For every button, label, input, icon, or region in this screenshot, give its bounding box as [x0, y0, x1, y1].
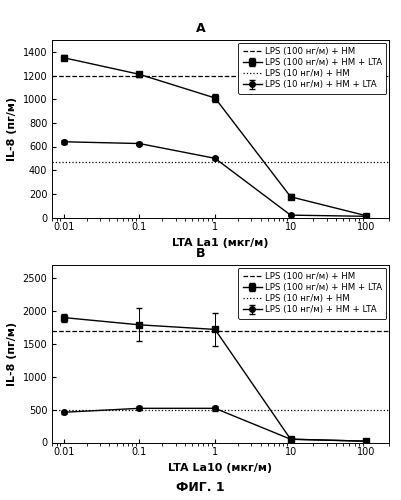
- LPS (100 нг/м) + НМ: [213, 328, 217, 334]
- Y-axis label: IL-8 (пг/м): IL-8 (пг/м): [7, 96, 17, 161]
- Legend: LPS (100 нг/м) + НМ, LPS (100 нг/м) + НМ + LTA, LPS (10 нг/м) + НМ, LPS (10 нг/м: LPS (100 нг/м) + НМ, LPS (100 нг/м) + НМ…: [238, 42, 387, 94]
- Text: ФИГ. 1: ФИГ. 1: [176, 481, 225, 494]
- Y-axis label: IL-8 (пг/м): IL-8 (пг/м): [7, 322, 17, 386]
- X-axis label: LTA La10 (мкг/м): LTA La10 (мкг/м): [168, 463, 273, 473]
- X-axis label: LTA La1 (мкг/м): LTA La1 (мкг/м): [172, 238, 269, 248]
- LPS (10 нг/м) + НМ: [213, 406, 217, 412]
- LPS (100 нг/м) + НМ: [213, 72, 217, 78]
- LPS (10 нг/м) + НМ: [213, 159, 217, 165]
- Text: A: A: [196, 22, 205, 35]
- Legend: LPS (100 нг/м) + НМ, LPS (100 нг/м) + НМ + LTA, LPS (10 нг/м) + НМ, LPS (10 нг/м: LPS (100 нг/м) + НМ, LPS (100 нг/м) + НМ…: [238, 268, 387, 318]
- Text: B: B: [196, 247, 205, 260]
